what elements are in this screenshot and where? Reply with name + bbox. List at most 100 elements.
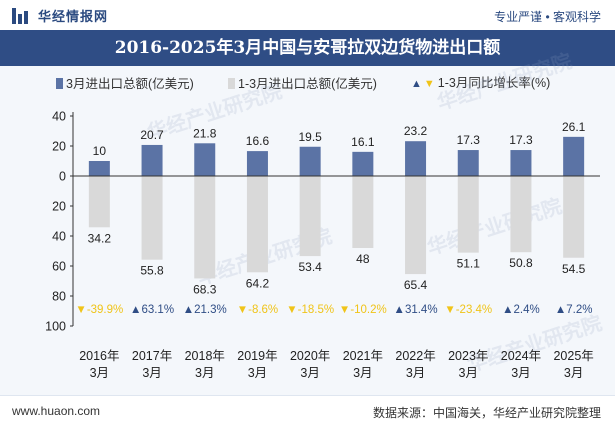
x-tick-label-year: 2018年 (185, 349, 225, 363)
brand-name: 华经情报网 (38, 9, 109, 24)
legend-item-march: 3月进出口总额(亿美元) (56, 73, 194, 92)
rate-value: -18.5% (298, 304, 334, 316)
bar-cumulative (299, 176, 321, 257)
rate-label-down: ▼-18.5% (286, 304, 334, 316)
bar-march (352, 151, 374, 176)
bar-march (405, 141, 427, 176)
data-label-march: 16.6 (246, 134, 270, 148)
x-tick-label-year: 2016年 (79, 349, 119, 363)
data-label-cumulative: 55.8 (140, 264, 164, 278)
x-tick-label-month: 3月 (564, 366, 583, 380)
bar-cumulative (88, 176, 110, 228)
data-label-cumulative: 48 (356, 252, 370, 266)
bar-march (510, 150, 532, 176)
triangle-down-icon: ▼ (237, 304, 248, 316)
rate-label-up: ▲63.1% (130, 304, 174, 316)
rate-label-down: ▼-39.9% (75, 304, 123, 316)
data-label-march: 17.3 (457, 133, 481, 147)
watermark-text: 华经产业研究院 (434, 49, 575, 115)
bar-cumulative (352, 176, 374, 248)
rate-label-up: ▲21.3% (183, 304, 227, 316)
data-label-march: 10 (93, 144, 107, 158)
bar-march (194, 143, 216, 176)
rate-value: 31.4% (405, 304, 438, 316)
x-tick-label-year: 2021年 (343, 349, 383, 363)
triangle-up-icon: ▲ (130, 304, 141, 316)
rate-value: 63.1% (141, 304, 174, 316)
data-label-cumulative: 64.2 (246, 276, 270, 290)
x-tick-label-year: 2017年 (132, 349, 172, 363)
data-label-cumulative: 54.5 (562, 262, 586, 276)
bar-cumulative (457, 176, 479, 253)
rate-value: -8.6% (248, 304, 278, 316)
y-tick-label: 40 (52, 110, 66, 124)
triangle-up-icon: ▲ (555, 304, 566, 316)
y-tick-label: 0 (59, 170, 66, 184)
top-bar: 华经情报网 专业严谨 • 客观科学 (0, 0, 615, 30)
y-tick-label: 80 (52, 290, 66, 304)
brand-logo[interactable]: 华经情报网 (12, 6, 108, 25)
data-label-march: 21.8 (193, 126, 217, 140)
rate-value: -39.9% (87, 304, 123, 316)
x-tick-label-year: 2022年 (395, 349, 435, 363)
rate-value: -23.4% (456, 304, 492, 316)
data-source: 数据来源：中国海关，华经产业研究院整理 (372, 406, 601, 420)
rate-label-down: ▼-8.6% (237, 304, 278, 316)
bar-march (457, 150, 479, 176)
data-label-cumulative: 53.4 (298, 260, 322, 274)
x-tick-label-year: 2024年 (501, 349, 541, 363)
y-tick-label: 60 (52, 260, 66, 274)
bar-chart-logo-icon (12, 7, 30, 24)
triangle-down-icon: ▼ (339, 304, 350, 316)
bar-march (141, 144, 163, 176)
bar-cumulative (246, 176, 268, 273)
rate-value: -10.2% (350, 304, 386, 316)
legend-swatch-march (56, 78, 63, 89)
legend-item-rate: ▲ ▼ 1-3月同比增长率(%) (411, 72, 550, 91)
bar-cumulative (141, 176, 163, 260)
website-link[interactable]: www.huaon.com (12, 404, 101, 418)
legend-label-cumulative: 1-3月进出口总额(亿美元) (238, 77, 377, 91)
x-tick-label-year: 2020年 (290, 349, 330, 363)
footer: www.huaon.com 数据来源：中国海关，华经产业研究院整理 (0, 395, 615, 428)
data-label-march: 19.5 (298, 130, 322, 144)
rate-label-up: ▲31.4% (394, 304, 438, 316)
watermark-text: 华经产业研究院 (424, 194, 565, 260)
y-tick-label: 100 (45, 320, 66, 334)
x-tick-label-month: 3月 (90, 366, 109, 380)
legend-label-march: 3月进出口总额(亿美元) (66, 77, 194, 91)
data-label-march: 26.1 (562, 120, 586, 134)
triangle-up-icon: ▲ (183, 304, 194, 316)
x-tick-label-month: 3月 (300, 366, 319, 380)
triangle-down-icon: ▼ (75, 304, 86, 316)
x-tick-label-month: 3月 (459, 366, 478, 380)
x-tick-label-year: 2025年 (553, 349, 593, 363)
bar-cumulative (563, 176, 585, 258)
rate-label-down: ▼-23.4% (444, 304, 492, 316)
chart-title: 2016-2025年3月中国与安哥拉双边货物进出口额 (0, 30, 615, 66)
bar-march (88, 161, 110, 176)
triangle-up-icon: ▲ (394, 304, 405, 316)
rate-value: 2.4% (514, 304, 540, 316)
data-label-cumulative: 50.8 (509, 256, 533, 270)
x-tick-label-month: 3月 (511, 366, 530, 380)
bar-march (563, 136, 585, 176)
legend-item-cumulative: 1-3月进出口总额(亿美元) (228, 73, 377, 92)
bar-cumulative (510, 176, 532, 253)
rate-label-up: ▲2.4% (502, 304, 540, 316)
triangle-up-icon: ▲ (502, 304, 513, 316)
x-tick-label-month: 3月 (248, 366, 267, 380)
rate-value: 21.3% (194, 304, 227, 316)
slogan: 专业严谨 • 客观科学 (494, 10, 601, 24)
legend-swatch-cumulative (228, 78, 235, 89)
x-tick-label-month: 3月 (195, 366, 214, 380)
legend-label-rate: 1-3月同比增长率(%) (437, 76, 551, 90)
y-tick-label: 40 (52, 230, 66, 244)
rate-label-down: ▼-10.2% (339, 304, 387, 316)
chart-area: 华经产业研究院华经产业研究院华经产业研究院华经产业研究院华经产业研究院40200… (45, 49, 605, 380)
data-label-march: 17.3 (509, 133, 533, 147)
rate-value: 7.2% (566, 304, 592, 316)
bar-march (246, 151, 268, 176)
rate-label-up: ▲7.2% (555, 304, 593, 316)
